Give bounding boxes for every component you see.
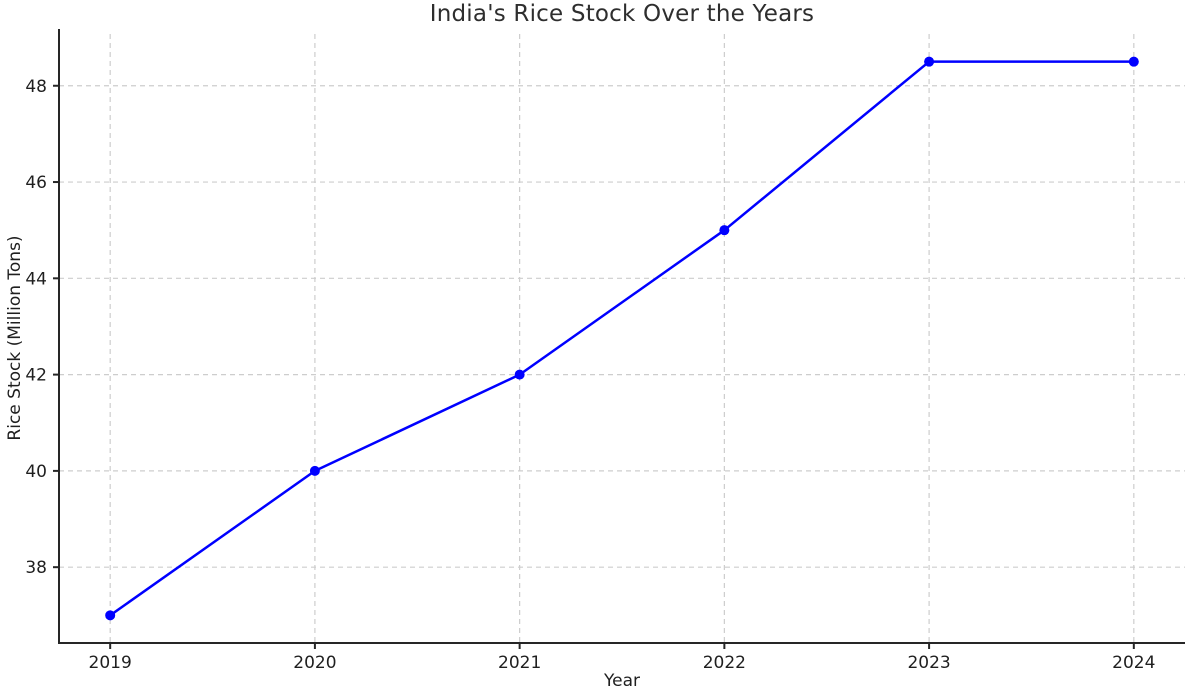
y-tick-label: 48 <box>25 77 47 97</box>
data-point-marker <box>514 369 525 380</box>
data-point-marker <box>105 610 116 621</box>
y-tick-label: 44 <box>25 269 47 289</box>
x-tick-label: 2020 <box>293 653 336 673</box>
y-tick-label: 46 <box>25 173 47 193</box>
x-tick-label: 2022 <box>703 653 746 673</box>
y-tick-label: 40 <box>25 462 47 482</box>
data-point-marker <box>1128 56 1139 67</box>
data-line <box>108 60 1136 617</box>
x-tick-label: 2019 <box>89 653 132 673</box>
data-point-marker <box>719 225 730 236</box>
x-tick-label: 2021 <box>498 653 541 673</box>
chart-title: India's Rice Stock Over the Years <box>429 1 815 27</box>
x-tick-label: 2023 <box>907 653 950 673</box>
y-tick-label: 38 <box>25 558 47 578</box>
x-tick-label: 2024 <box>1112 653 1155 673</box>
y-tick-label: 42 <box>25 366 47 386</box>
data-point-marker <box>309 465 320 476</box>
x-axis-label: Year <box>604 671 640 691</box>
data-point-marker <box>924 56 935 67</box>
